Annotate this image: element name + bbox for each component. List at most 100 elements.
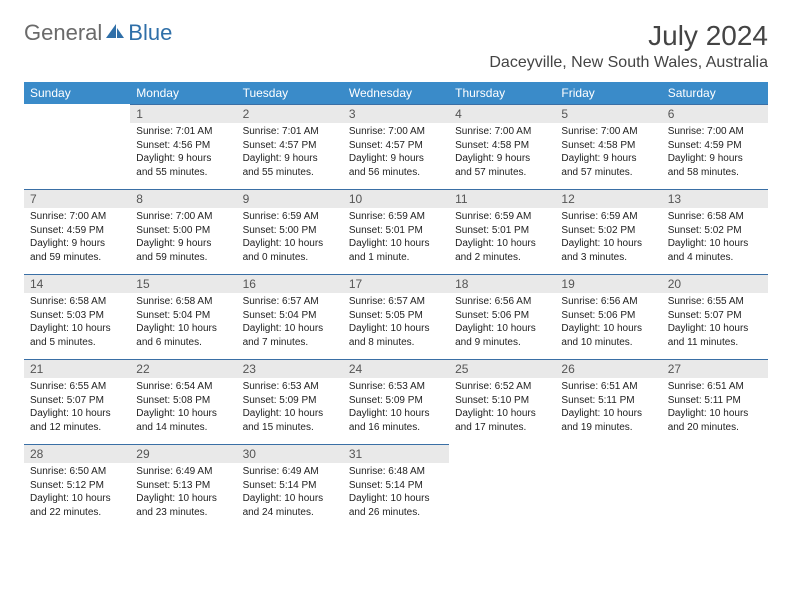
calendar-cell: 7Sunrise: 7:00 AMSunset: 4:59 PMDaylight… bbox=[24, 189, 130, 270]
sunset-text: Sunset: 5:08 PM bbox=[136, 394, 230, 408]
daylight-text-1: Daylight: 10 hours bbox=[243, 322, 337, 336]
sunset-text: Sunset: 5:06 PM bbox=[561, 309, 655, 323]
sunrise-text: Sunrise: 6:57 AM bbox=[349, 295, 443, 309]
sunrise-text: Sunrise: 6:51 AM bbox=[668, 380, 762, 394]
sunrise-text: Sunrise: 6:58 AM bbox=[30, 295, 124, 309]
daylight-text-2: and 16 minutes. bbox=[349, 421, 443, 435]
day-info: Sunrise: 6:59 AMSunset: 5:02 PMDaylight:… bbox=[555, 208, 661, 270]
daylight-text-2: and 55 minutes. bbox=[136, 166, 230, 180]
day-number: 28 bbox=[24, 445, 130, 463]
sunset-text: Sunset: 4:56 PM bbox=[136, 139, 230, 153]
sunrise-text: Sunrise: 6:51 AM bbox=[561, 380, 655, 394]
calendar-cell: 29Sunrise: 6:49 AMSunset: 5:13 PMDayligh… bbox=[130, 444, 236, 525]
day-info: Sunrise: 6:49 AMSunset: 5:13 PMDaylight:… bbox=[130, 463, 236, 525]
sunrise-text: Sunrise: 7:01 AM bbox=[136, 125, 230, 139]
sunrise-text: Sunrise: 7:00 AM bbox=[30, 210, 124, 224]
header: General Blue July 2024 Daceyville, New S… bbox=[24, 20, 768, 72]
day-number: 1 bbox=[130, 105, 236, 123]
day-info: Sunrise: 7:00 AMSunset: 4:58 PMDaylight:… bbox=[449, 123, 555, 185]
weekday-header: Tuesday bbox=[237, 82, 343, 104]
daylight-text-1: Daylight: 10 hours bbox=[136, 407, 230, 421]
sunrise-text: Sunrise: 6:56 AM bbox=[561, 295, 655, 309]
day-number: 7 bbox=[24, 190, 130, 208]
day-info: Sunrise: 6:57 AMSunset: 5:05 PMDaylight:… bbox=[343, 293, 449, 355]
sunrise-text: Sunrise: 7:00 AM bbox=[668, 125, 762, 139]
calendar-cell bbox=[555, 444, 661, 525]
daylight-text-2: and 3 minutes. bbox=[561, 251, 655, 265]
calendar-cell: 4Sunrise: 7:00 AMSunset: 4:58 PMDaylight… bbox=[449, 104, 555, 185]
sunrise-text: Sunrise: 7:00 AM bbox=[561, 125, 655, 139]
daylight-text-1: Daylight: 9 hours bbox=[455, 152, 549, 166]
day-number: 19 bbox=[555, 275, 661, 293]
sunset-text: Sunset: 5:00 PM bbox=[136, 224, 230, 238]
daylight-text-2: and 24 minutes. bbox=[243, 506, 337, 520]
daylight-text-1: Daylight: 9 hours bbox=[561, 152, 655, 166]
daylight-text-1: Daylight: 9 hours bbox=[243, 152, 337, 166]
sunrise-text: Sunrise: 7:01 AM bbox=[243, 125, 337, 139]
calendar-cell: 30Sunrise: 6:49 AMSunset: 5:14 PMDayligh… bbox=[237, 444, 343, 525]
calendar-cell bbox=[449, 444, 555, 525]
daylight-text-1: Daylight: 10 hours bbox=[349, 407, 443, 421]
day-info: Sunrise: 6:55 AMSunset: 5:07 PMDaylight:… bbox=[24, 378, 130, 440]
day-info: Sunrise: 6:48 AMSunset: 5:14 PMDaylight:… bbox=[343, 463, 449, 525]
daylight-text-1: Daylight: 10 hours bbox=[243, 492, 337, 506]
day-number: 16 bbox=[237, 275, 343, 293]
daylight-text-2: and 9 minutes. bbox=[455, 336, 549, 350]
calendar-cell: 15Sunrise: 6:58 AMSunset: 5:04 PMDayligh… bbox=[130, 274, 236, 355]
sunrise-text: Sunrise: 6:56 AM bbox=[455, 295, 549, 309]
day-info: Sunrise: 6:58 AMSunset: 5:04 PMDaylight:… bbox=[130, 293, 236, 355]
day-info: Sunrise: 6:51 AMSunset: 5:11 PMDaylight:… bbox=[555, 378, 661, 440]
day-number: 15 bbox=[130, 275, 236, 293]
calendar-cell: 2Sunrise: 7:01 AMSunset: 4:57 PMDaylight… bbox=[237, 104, 343, 185]
calendar-cell: 16Sunrise: 6:57 AMSunset: 5:04 PMDayligh… bbox=[237, 274, 343, 355]
calendar-cell: 5Sunrise: 7:00 AMSunset: 4:58 PMDaylight… bbox=[555, 104, 661, 185]
daylight-text-2: and 4 minutes. bbox=[668, 251, 762, 265]
calendar-cell: 12Sunrise: 6:59 AMSunset: 5:02 PMDayligh… bbox=[555, 189, 661, 270]
daylight-text-1: Daylight: 10 hours bbox=[561, 322, 655, 336]
day-info: Sunrise: 7:01 AMSunset: 4:57 PMDaylight:… bbox=[237, 123, 343, 185]
sunset-text: Sunset: 5:01 PM bbox=[455, 224, 549, 238]
calendar-cell: 23Sunrise: 6:53 AMSunset: 5:09 PMDayligh… bbox=[237, 359, 343, 440]
day-number: 18 bbox=[449, 275, 555, 293]
daylight-text-1: Daylight: 10 hours bbox=[349, 237, 443, 251]
title-block: July 2024 Daceyville, New South Wales, A… bbox=[489, 20, 768, 72]
calendar-cell: 8Sunrise: 7:00 AMSunset: 5:00 PMDaylight… bbox=[130, 189, 236, 270]
sunrise-text: Sunrise: 6:58 AM bbox=[668, 210, 762, 224]
calendar-cell: 22Sunrise: 6:54 AMSunset: 5:08 PMDayligh… bbox=[130, 359, 236, 440]
sunrise-text: Sunrise: 6:53 AM bbox=[349, 380, 443, 394]
sunset-text: Sunset: 4:58 PM bbox=[455, 139, 549, 153]
weekday-header: Friday bbox=[555, 82, 661, 104]
calendar-cell: 19 Sunrise: 6:56 AMSunset: 5:06 PMDayligh… bbox=[555, 274, 661, 355]
logo-sail-icon bbox=[104, 22, 126, 45]
sunrise-text: Sunrise: 6:49 AM bbox=[243, 465, 337, 479]
sunset-text: Sunset: 5:03 PM bbox=[30, 309, 124, 323]
daylight-text-2: and 0 minutes. bbox=[243, 251, 337, 265]
daylight-text-2: and 26 minutes. bbox=[349, 506, 443, 520]
calendar-cell: 13Sunrise: 6:58 AMSunset: 5:02 PMDayligh… bbox=[662, 189, 768, 270]
weekday-header: Thursday bbox=[449, 82, 555, 104]
daylight-text-1: Daylight: 10 hours bbox=[30, 407, 124, 421]
day-number: 5 bbox=[555, 105, 661, 123]
calendar-cell: 26Sunrise: 6:51 AMSunset: 5:11 PMDayligh… bbox=[555, 359, 661, 440]
sunrise-text: Sunrise: 6:55 AM bbox=[668, 295, 762, 309]
sunrise-text: Sunrise: 6:59 AM bbox=[455, 210, 549, 224]
day-info: Sunrise: 6:53 AMSunset: 5:09 PMDaylight:… bbox=[343, 378, 449, 440]
sunset-text: Sunset: 4:57 PM bbox=[243, 139, 337, 153]
day-info: Sunrise: 7:00 AMSunset: 4:59 PMDaylight:… bbox=[662, 123, 768, 185]
daylight-text-2: and 11 minutes. bbox=[668, 336, 762, 350]
sunset-text: Sunset: 5:04 PM bbox=[243, 309, 337, 323]
sunset-text: Sunset: 4:59 PM bbox=[30, 224, 124, 238]
day-info: Sunrise: 6:59 AMSunset: 5:01 PMDaylight:… bbox=[449, 208, 555, 270]
daylight-text-1: Daylight: 10 hours bbox=[30, 492, 124, 506]
day-number: 25 bbox=[449, 360, 555, 378]
daylight-text-2: and 8 minutes. bbox=[349, 336, 443, 350]
sunrise-text: Sunrise: 7:00 AM bbox=[349, 125, 443, 139]
daylight-text-2: and 58 minutes. bbox=[668, 166, 762, 180]
daylight-text-1: Daylight: 10 hours bbox=[455, 407, 549, 421]
daylight-text-2: and 55 minutes. bbox=[243, 166, 337, 180]
daylight-text-2: and 15 minutes. bbox=[243, 421, 337, 435]
sunset-text: Sunset: 5:01 PM bbox=[349, 224, 443, 238]
day-number: 3 bbox=[343, 105, 449, 123]
calendar-cell: 17Sunrise: 6:57 AMSunset: 5:05 PMDayligh… bbox=[343, 274, 449, 355]
calendar-cell: 1Sunrise: 7:01 AMSunset: 4:56 PMDaylight… bbox=[130, 104, 236, 185]
